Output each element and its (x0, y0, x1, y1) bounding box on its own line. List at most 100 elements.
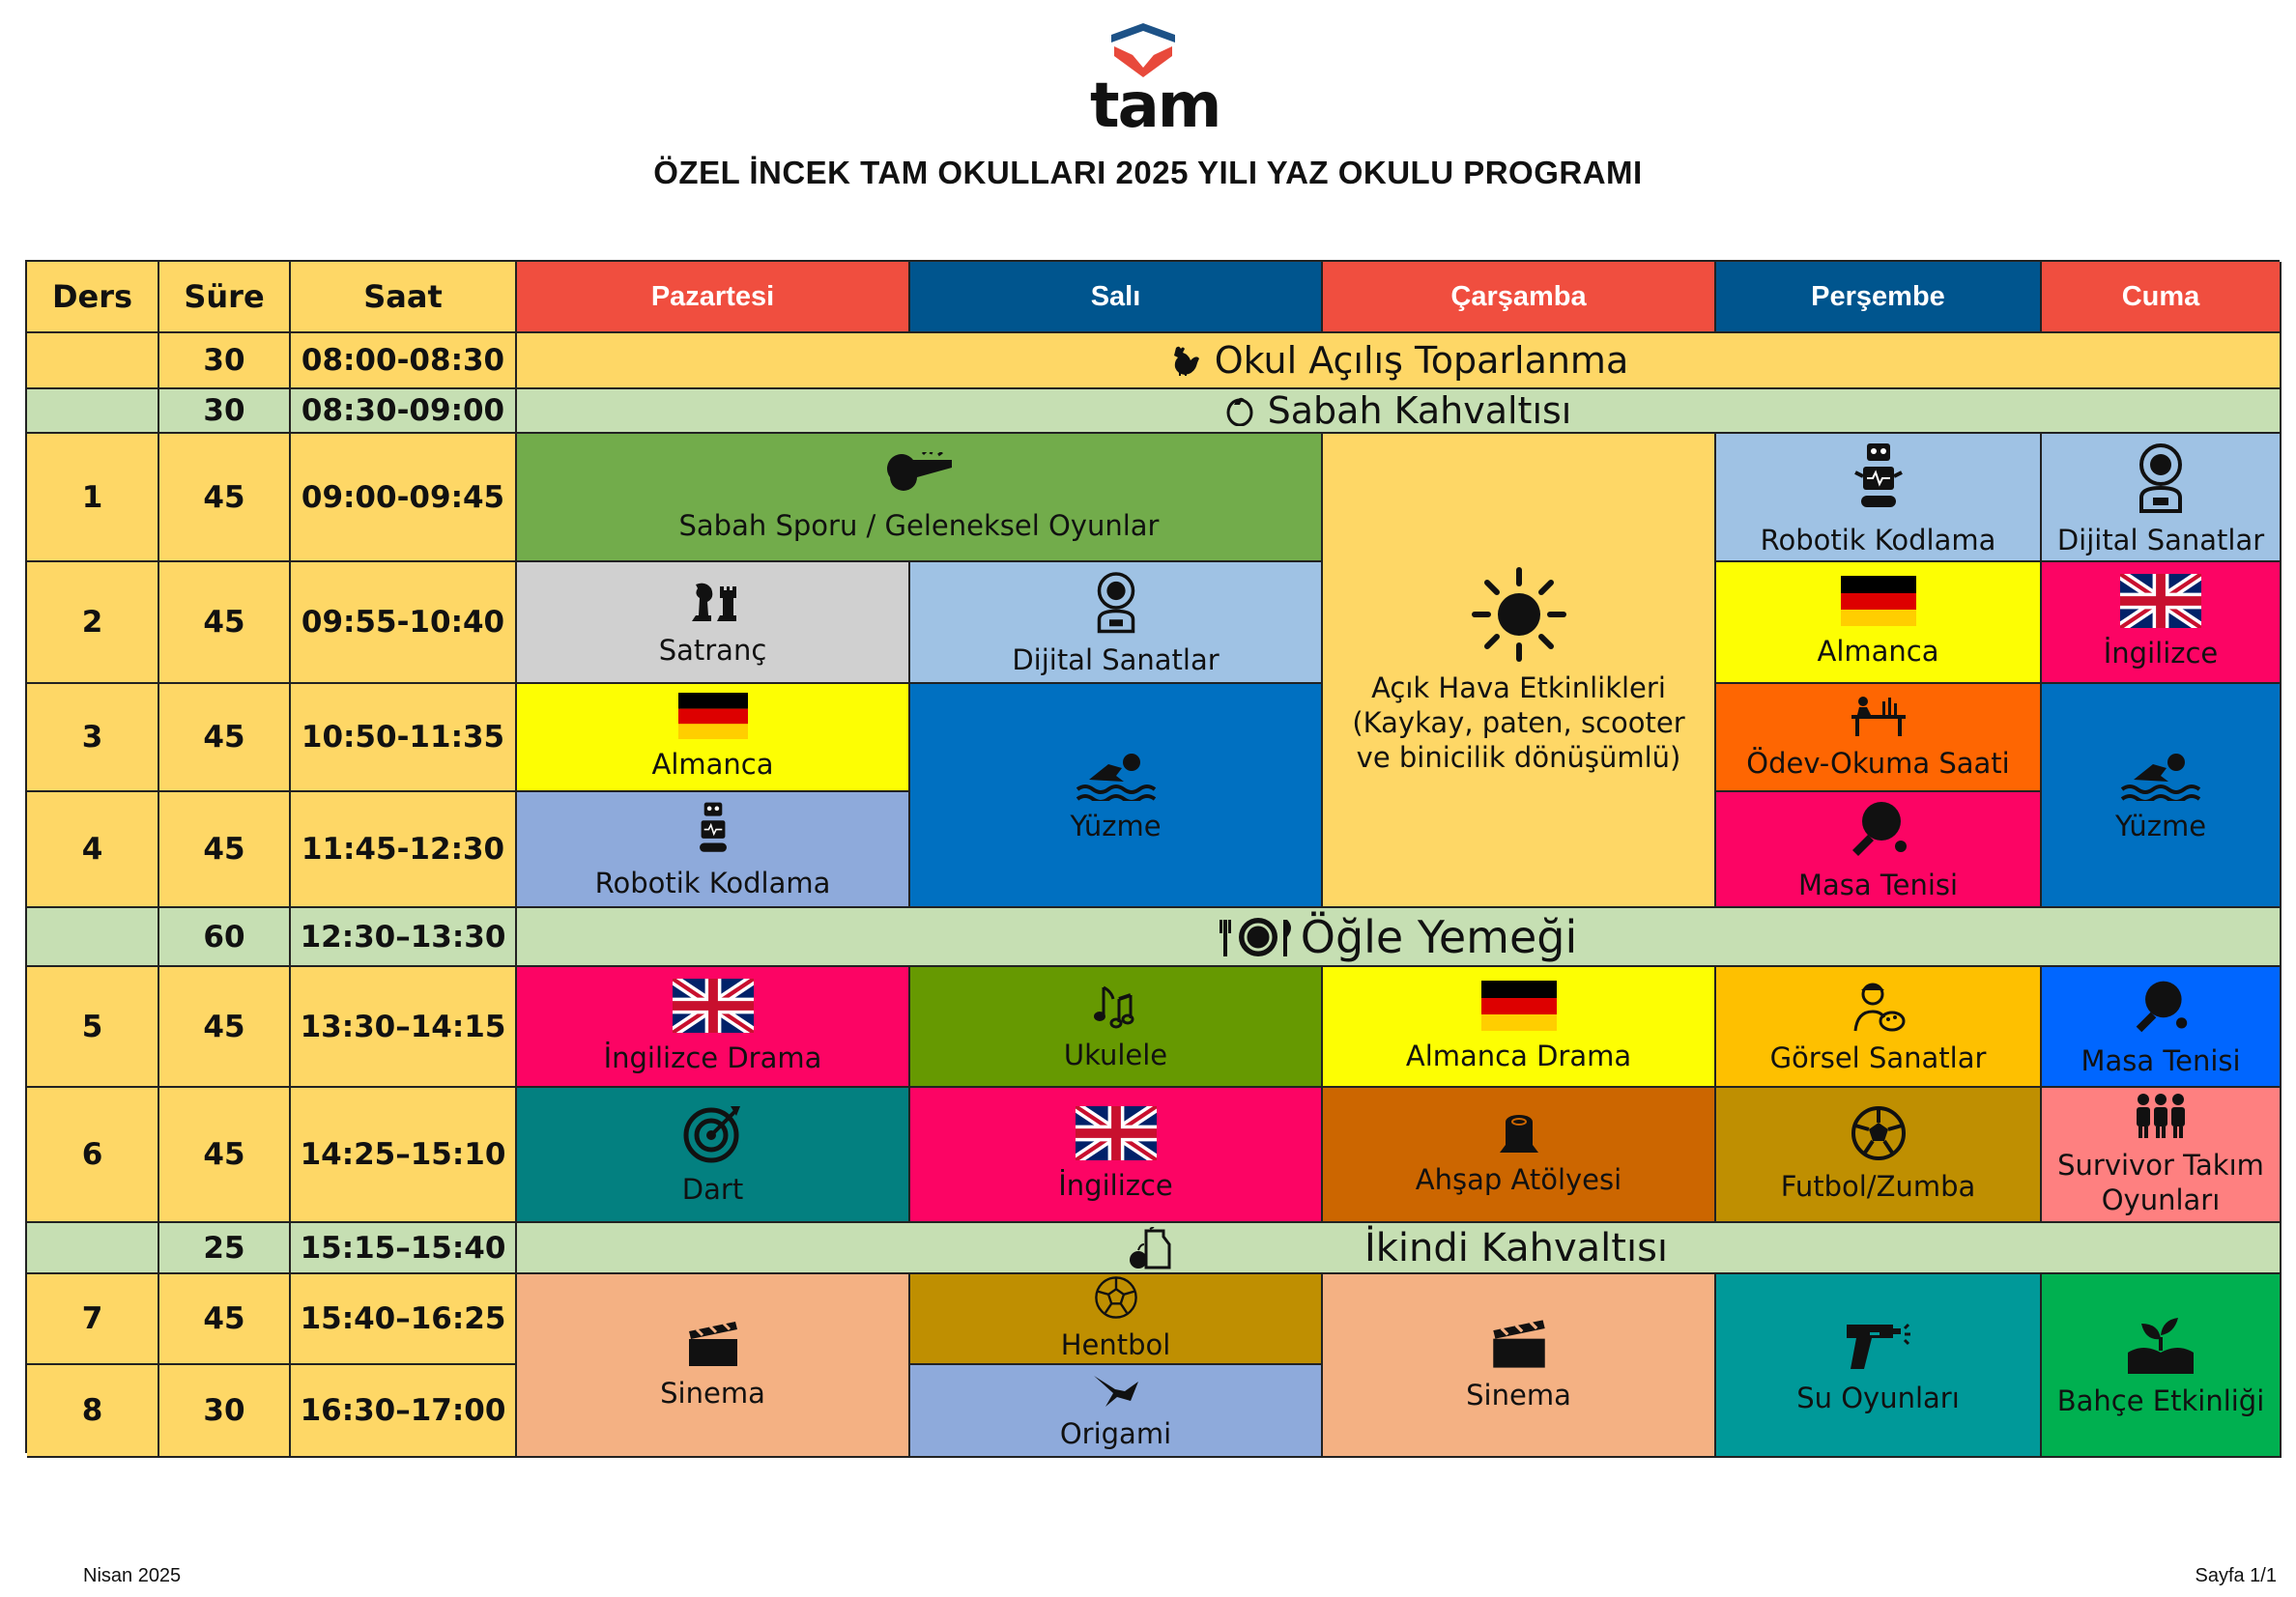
origami-crane-icon (1093, 1376, 1138, 1407)
sure-cell: 45 (159, 1088, 291, 1223)
music-notes-icon (1093, 985, 1134, 1028)
fri-78-cell: Bahçe Etkinliği (2042, 1274, 2282, 1458)
mon-6-cell: Dart (517, 1088, 910, 1223)
rooster-icon (1173, 346, 1199, 376)
thu-5-cell: Görsel Sanatlar (1716, 967, 2042, 1088)
opening-label: Okul Açılış Toparlanma (1214, 339, 1629, 382)
book-heart-icon (1111, 23, 1175, 77)
activity-label: Futbol/Zumba (1780, 1170, 1976, 1203)
ders-cell: 7 (27, 1274, 159, 1365)
activity-label: Survivor Takım Oyunları (2057, 1149, 2264, 1216)
sure-cell: 45 (159, 434, 291, 562)
sure-cell: 45 (159, 562, 291, 684)
sure-cell: 30 (159, 389, 291, 434)
germany-flag-icon (1840, 576, 1916, 626)
header-sali: Salı (910, 262, 1323, 333)
sure-cell: 45 (159, 1274, 291, 1365)
ders-cell (27, 1223, 159, 1274)
activity-label: Dijital Sanatlar (1012, 643, 1220, 676)
dart-target-icon (683, 1106, 740, 1163)
saat-cell: 10:50-11:35 (291, 684, 517, 792)
ders-cell: 6 (27, 1088, 159, 1223)
ders-cell (27, 908, 159, 967)
activity-label: Sinema (660, 1377, 765, 1410)
saat-cell: 16:30–17:00 (291, 1365, 517, 1458)
thu-6-cell: Futbol/Zumba (1716, 1088, 2042, 1223)
activity-label: Robotik Kodlama (594, 867, 831, 899)
activity-label: Yüzme (2114, 810, 2207, 842)
water-gun-icon (1846, 1323, 1910, 1369)
header-carsamba: Çarşamba (1323, 262, 1716, 333)
sure-cell: 45 (159, 792, 291, 908)
ders-cell: 1 (27, 434, 159, 562)
fri-5-cell: Masa Tenisi (2042, 967, 2282, 1088)
afternoon-label: İkindi Kahvaltısı (1363, 1225, 1669, 1270)
tue-34-cell: Yüzme (910, 684, 1323, 908)
whistle-icon (887, 451, 952, 491)
activity-label: Dijital Sanatlar (2056, 523, 2265, 556)
activity-label: İngilizce Drama (603, 1041, 822, 1074)
saat-cell: 15:15–15:40 (291, 1223, 517, 1274)
saat-cell: 13:30–14:15 (291, 967, 517, 1088)
activity-label: Almanca (651, 748, 774, 781)
swimming-icon (2120, 754, 2201, 801)
header-persembe: Perşembe (1716, 262, 2042, 333)
saat-cell: 12:30–13:30 (291, 908, 517, 967)
ders-cell: 8 (27, 1365, 159, 1458)
thu-3-cell: Ödev-Okuma Saati (1716, 684, 2042, 792)
tue-5-cell: Ukulele (910, 967, 1323, 1088)
team-icon (2137, 1094, 2185, 1138)
saat-cell: 11:45-12:30 (291, 792, 517, 908)
tue-2-cell: Dijital Sanatlar (910, 562, 1323, 684)
header-saat: Saat (291, 262, 517, 333)
activity-label: Su Oyunları (1796, 1382, 1960, 1414)
activity-label: İngilizce (2103, 637, 2219, 670)
clapperboard-icon (1492, 1320, 1545, 1368)
swimming-icon (1076, 754, 1156, 801)
sure-cell: 30 (159, 1365, 291, 1458)
handball-icon (1094, 1276, 1137, 1319)
schedule-table: Ders Süre Saat Pazartesi Salı Çarşamba P… (25, 260, 2282, 1458)
sure-cell: 45 (159, 684, 291, 792)
ders-cell (27, 389, 159, 434)
thu-1-cell: Robotik Kodlama (1716, 434, 2042, 562)
ders-cell: 2 (27, 562, 159, 684)
school-logo: tam (1090, 21, 1221, 137)
mon-78-cell: Sinema (517, 1274, 910, 1458)
fri-2-cell: İngilizce (2042, 562, 2282, 684)
header-ders: Ders (27, 262, 159, 333)
painter-icon (1853, 983, 1905, 1031)
afternoon-band: İkindi Kahvaltısı (517, 1223, 2282, 1274)
activity-label: İngilizce (1058, 1169, 1173, 1202)
morning-sport-cell: Sabah Sporu / Geleneksel Oyunlar (517, 434, 1323, 562)
sure-cell: 45 (159, 967, 291, 1088)
ping-pong-icon (2136, 981, 2188, 1032)
ders-cell: 3 (27, 684, 159, 792)
germany-flag-icon (677, 693, 748, 739)
activity-label: Dart (681, 1173, 744, 1206)
astronaut-icon (2139, 442, 2182, 513)
astronaut-icon (1097, 572, 1134, 634)
activity-label: Almanca Drama (1405, 1039, 1632, 1072)
saat-cell: 09:55-10:40 (291, 562, 517, 684)
sure-cell: 30 (159, 333, 291, 389)
activity-label: Sinema (1466, 1379, 1571, 1412)
activity-label: Açık Hava Etkinlikleri (Kaykay, paten, s… (1352, 670, 1685, 774)
robot-icon (699, 802, 727, 852)
activity-label: Ödev-Okuma Saati (1746, 747, 2010, 780)
activity-label: Görsel Sanatlar (1769, 1041, 1987, 1074)
uk-flag-icon (672, 978, 754, 1033)
uk-flag-icon (1075, 1106, 1157, 1160)
activity-label: Robotik Kodlama (1760, 523, 1996, 556)
lunch-label: Öğle Yemeği (1300, 910, 1578, 963)
sprout-icon (2128, 1318, 2194, 1374)
tue-7-cell: Hentbol (910, 1274, 1323, 1365)
saat-cell: 09:00-09:45 (291, 434, 517, 562)
footer-page: Sayfa 1/1 (2195, 1565, 2277, 1586)
mon-4-cell: Robotik Kodlama (517, 792, 910, 908)
chess-icon (691, 583, 736, 621)
wed-6-cell: Ahşap Atölyesi (1323, 1088, 1716, 1223)
plate-cutlery-icon (1219, 917, 1291, 956)
activity-label: Ahşap Atölyesi (1415, 1163, 1622, 1196)
outdoor-cell: Açık Hava Etkinlikleri (Kaykay, paten, s… (1323, 434, 1716, 908)
